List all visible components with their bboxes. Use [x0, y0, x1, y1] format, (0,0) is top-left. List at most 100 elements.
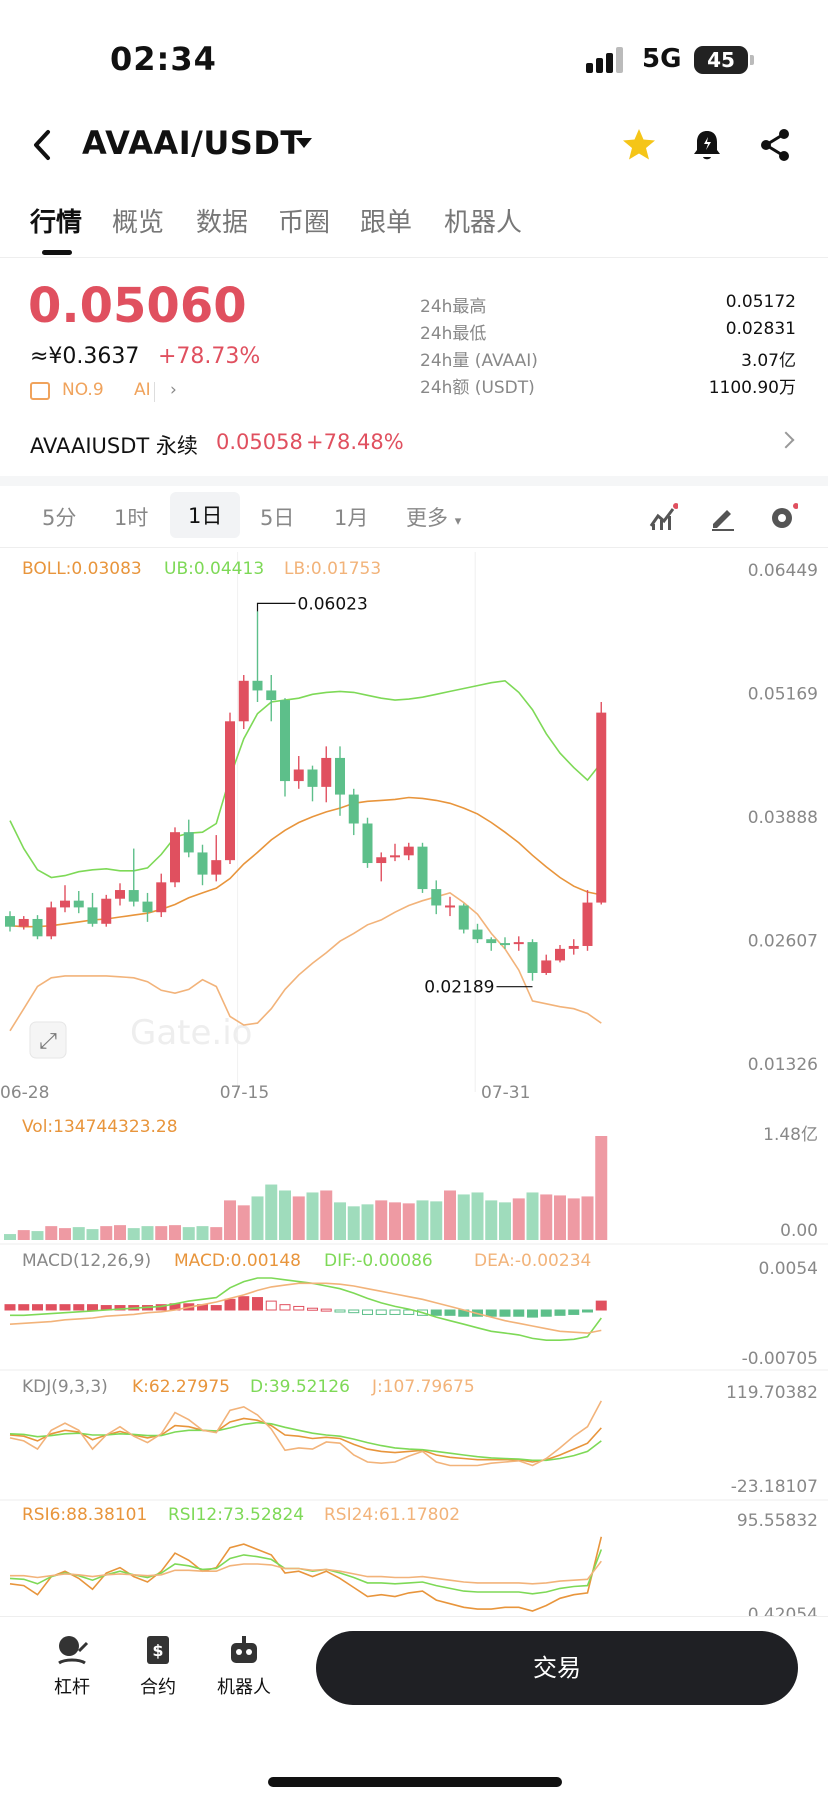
- tab-overview[interactable]: 概览: [112, 208, 165, 238]
- y-tick-label: 0.42054: [748, 1605, 818, 1616]
- chart-area[interactable]: 0.06449 0.05169 0.03888 0.02607 0.01326 06-28…: [0, 552, 828, 1616]
- volume-bar: [100, 1226, 113, 1240]
- tab-community[interactable]: 币圈: [278, 208, 331, 238]
- candle-body: [335, 757, 345, 795]
- status-time: 02:34: [110, 40, 217, 78]
- high-label-leader: [256, 602, 296, 612]
- stat-value: 0.02831: [725, 319, 796, 339]
- candle-body: [238, 680, 249, 722]
- macd-bar: [293, 1305, 305, 1311]
- rank-label: NO.9: [62, 380, 104, 400]
- candle-body: [225, 721, 235, 861]
- macd-bar: [403, 1309, 415, 1315]
- interval-5d[interactable]: 5日: [260, 506, 295, 530]
- settings-gear-icon[interactable]: [768, 502, 798, 532]
- stat-row-volume: 24h量 (AVAAI) 3.07亿: [420, 346, 800, 373]
- volume-bar: [196, 1226, 209, 1240]
- boll-indicator: BOLL:0.03083: [22, 559, 142, 579]
- macd-bar: [334, 1309, 346, 1313]
- stat-value: 1100.90万: [708, 378, 796, 398]
- candle-body: [73, 900, 84, 908]
- divider: [154, 382, 155, 402]
- macd-indicator: MACD(12,26,9): [22, 1251, 151, 1271]
- tab-data[interactable]: 数据: [196, 208, 249, 238]
- volume-bar: [402, 1203, 415, 1240]
- macd-bar: [430, 1309, 442, 1316]
- candle-body: [417, 846, 428, 890]
- candle-body: [445, 905, 455, 908]
- interval-more[interactable]: 更多 ▾: [406, 502, 461, 532]
- macd-bar: [375, 1309, 387, 1315]
- active-tab-indicator: [42, 250, 72, 255]
- y-tick-label: 0.0054: [759, 1259, 818, 1279]
- stats-panel: 24h最高 0.05172 24h最低 0.02831 24h量 (AVAAI)…: [420, 292, 800, 400]
- interval-1d[interactable]: 1日: [170, 492, 241, 538]
- candle-body: [458, 905, 469, 930]
- candle-body: [390, 855, 400, 858]
- trade-button[interactable]: 交易: [316, 1631, 798, 1705]
- macd-bar: [18, 1304, 30, 1311]
- price-alert-icon[interactable]: [688, 126, 726, 164]
- candle-body: [266, 690, 277, 701]
- boll-upper-indicator: UB:0.04413: [164, 559, 264, 579]
- favorite-star-icon[interactable]: [620, 126, 658, 164]
- rsi-line-rsi12: [9, 1549, 603, 1595]
- candle-body: [156, 882, 167, 913]
- macd-dea-line: [9, 1282, 602, 1334]
- perpetual-name: AVAAIUSDT 永续: [30, 434, 198, 458]
- volume-bar: [237, 1205, 250, 1240]
- back-icon[interactable]: [28, 128, 58, 162]
- macd-bar: [307, 1307, 318, 1311]
- chevron-right-icon: [777, 431, 795, 449]
- bot-button[interactable]: 机器人: [204, 1633, 284, 1699]
- volume-bar: [567, 1198, 580, 1240]
- volume-bar: [526, 1192, 539, 1240]
- interval-5m[interactable]: 5分: [42, 506, 77, 530]
- macd-bar: [252, 1297, 263, 1311]
- volume-bar: [581, 1196, 594, 1240]
- tab-bots[interactable]: 机器人: [444, 208, 523, 238]
- candle-body: [252, 680, 263, 691]
- candle-body: [527, 942, 538, 973]
- margin-button[interactable]: 杠杆: [32, 1633, 112, 1699]
- macd-bar: [114, 1305, 126, 1311]
- candle-body: [568, 945, 579, 949]
- price-change-percent: +78.73%: [158, 344, 261, 369]
- candle-body: [5, 916, 15, 927]
- volume-bar: [31, 1231, 44, 1240]
- volume-bar: [375, 1200, 388, 1240]
- futures-button[interactable]: $ 合约: [118, 1633, 198, 1699]
- share-icon[interactable]: [756, 126, 794, 164]
- draw-tool-icon[interactable]: [708, 502, 738, 532]
- macd-bar: [527, 1309, 538, 1318]
- candle-body: [142, 901, 153, 913]
- candle-body: [183, 832, 194, 853]
- bottom-action-bar: 杠杆 $ 合约 机器人 交易: [0, 1616, 828, 1800]
- kdj-line-j: [9, 1400, 603, 1467]
- indicator-icon[interactable]: [648, 502, 678, 532]
- rank-chart-icon: [30, 382, 50, 400]
- candle-body: [32, 918, 43, 937]
- perpetual-row[interactable]: AVAAIUSDT 永续 0.05058 +78.48%: [0, 430, 828, 466]
- pair-title[interactable]: AVAAI/USDT: [82, 124, 303, 162]
- candle-body: [555, 948, 565, 961]
- cny-price: ≈¥0.3637: [30, 344, 140, 369]
- kdj-k: K:62.27975: [132, 1377, 230, 1397]
- interval-1mo[interactable]: 1月: [334, 506, 369, 530]
- tab-copy-trading[interactable]: 跟单: [360, 208, 413, 238]
- y-tick-label: 95.55832: [737, 1511, 818, 1531]
- volume-bar: [169, 1225, 181, 1240]
- macd-bar: [389, 1309, 401, 1315]
- pair-dropdown-icon[interactable]: [296, 138, 312, 148]
- macd-bar: [320, 1308, 332, 1312]
- volume-bar: [512, 1198, 525, 1240]
- network-label: 5G: [642, 44, 682, 74]
- sector-tag: AI: [134, 380, 151, 400]
- kdj-j: J:107.79675: [371, 1377, 475, 1397]
- kline-chart[interactable]: 0.06449 0.05169 0.03888 0.02607 0.01326 06-28…: [0, 552, 828, 1616]
- interval-1h[interactable]: 1时: [114, 506, 149, 530]
- volume-indicator: Vol:134744323.28: [22, 1117, 178, 1137]
- perpetual-change: +78.48%: [306, 430, 404, 454]
- tab-market[interactable]: 行情: [30, 208, 83, 238]
- macd-dif: DIF:-0.00086: [324, 1251, 433, 1271]
